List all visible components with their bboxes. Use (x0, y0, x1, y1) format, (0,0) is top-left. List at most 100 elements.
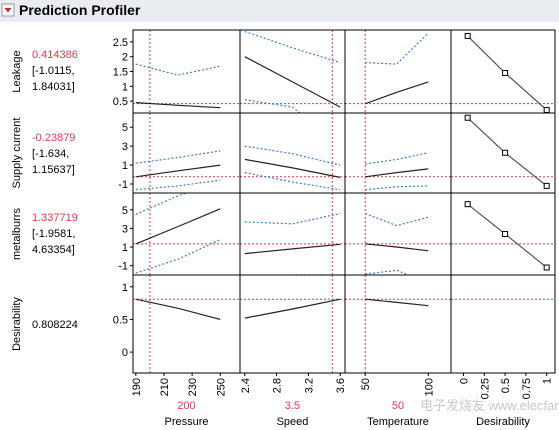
y-tick-label: 1.5 (113, 67, 128, 79)
panel (345, 113, 451, 193)
x-tick-label: 1 (542, 378, 554, 384)
panel-frame (345, 193, 451, 275)
y-tick-label: 1 (122, 242, 128, 254)
profile-line (365, 298, 429, 307)
y-tick-label: 3 (122, 223, 128, 235)
y-tick-label: 2.5 (113, 37, 128, 49)
panel (133, 193, 240, 275)
confidence-band (244, 145, 341, 166)
confidence-interval: [-1.9581, (32, 228, 75, 240)
confidence-interval: 1.15637] (32, 164, 75, 176)
confidence-band (244, 30, 341, 64)
x-tick-label: 3.6 (335, 378, 347, 393)
y-tick-label: 5 (122, 122, 128, 134)
y-tick-label: 1 (122, 81, 128, 93)
confidence-band (365, 32, 429, 65)
y-tick-label: -1 (118, 179, 128, 191)
factor-name: Speed (277, 416, 309, 428)
panel (133, 275, 240, 373)
x-tick-label: 230 (187, 378, 199, 396)
factor-name: Pressure (164, 416, 208, 428)
panel (345, 275, 451, 373)
panel (240, 30, 345, 113)
panel (240, 275, 345, 373)
panel (451, 30, 555, 113)
panel-frame (345, 30, 451, 113)
response-value: 0.414386 (32, 49, 78, 61)
desirability-handle (543, 182, 550, 189)
y-tick-label: 1 (122, 160, 128, 172)
y-tick-label: 0.5 (113, 314, 128, 326)
x-tick-label: 0.5 (500, 378, 512, 393)
confidence-interval: [-1.634, (32, 148, 69, 160)
header-bar (0, 0, 559, 22)
confidence-interval: [-1.0115, (32, 65, 75, 77)
profile-line (365, 243, 429, 252)
x-tick-label: 190 (131, 378, 143, 396)
profile-line (244, 56, 341, 108)
panel (133, 30, 240, 113)
panel-frame (133, 113, 240, 193)
panel-frame (133, 275, 240, 373)
desirability-handle (502, 149, 509, 156)
profile-line (135, 164, 221, 178)
desirability-handle (464, 32, 471, 39)
factor-name: Temperature (367, 416, 429, 428)
profile-line (244, 158, 341, 178)
profile-line (365, 168, 429, 178)
confidence-band (244, 172, 341, 191)
response-value: 1.337719 (32, 212, 78, 224)
panel-frame (133, 193, 240, 275)
profile-line (135, 102, 221, 109)
confidence-band (244, 99, 301, 113)
panel-frame (240, 113, 345, 193)
desirability-handle (464, 114, 471, 121)
panel-frame (345, 113, 451, 193)
panel (133, 113, 240, 193)
factor-current: 200 (177, 400, 195, 412)
y-tick-label: -1 (118, 261, 128, 273)
y-tick-label: 2 (122, 52, 128, 64)
desirability-handle (502, 69, 509, 76)
desirability-handle (464, 201, 471, 208)
y-tick-label: 5 (122, 205, 128, 217)
panel (345, 30, 451, 113)
response-value: -0.23879 (32, 132, 75, 144)
response-name: Supply current (11, 118, 23, 189)
panel-frame (451, 275, 555, 373)
panel-frame (240, 30, 345, 113)
y-tick-label: 3 (122, 141, 128, 153)
factor-current: 50 (392, 400, 404, 412)
response-name: metalburrs (11, 208, 23, 260)
x-tick-label: 210 (159, 378, 171, 396)
profile-line (135, 298, 221, 320)
x-tick-label: 250 (215, 378, 227, 396)
profile-line (364, 81, 429, 105)
profile-line (244, 243, 341, 255)
panel-frame (240, 193, 345, 275)
x-tick-label: 0.75 (521, 378, 533, 399)
confidence-band (364, 212, 429, 227)
confidence-band (365, 152, 429, 165)
confidence-band (244, 212, 341, 225)
factor-name: Desirability (476, 416, 530, 428)
panel (451, 275, 555, 373)
desirability-handle (543, 264, 550, 271)
panel (451, 113, 555, 193)
x-tick-label: 2.4 (240, 378, 252, 393)
x-tick-label: 0 (458, 378, 470, 384)
y-tick-label: 1 (122, 282, 128, 294)
profile-line (244, 298, 341, 319)
panel-frame (345, 275, 451, 373)
response-name: Desirability (11, 297, 23, 351)
y-tick-label: 0 (122, 347, 128, 359)
confidence-band (135, 239, 221, 274)
disclosure-icon (4, 8, 12, 13)
panel (240, 193, 345, 275)
x-tick-label: 3.2 (303, 378, 315, 393)
x-tick-label: 0.25 (479, 378, 491, 399)
profile-line (135, 208, 221, 245)
panel (345, 193, 451, 275)
factor-current: 3.5 (285, 400, 300, 412)
